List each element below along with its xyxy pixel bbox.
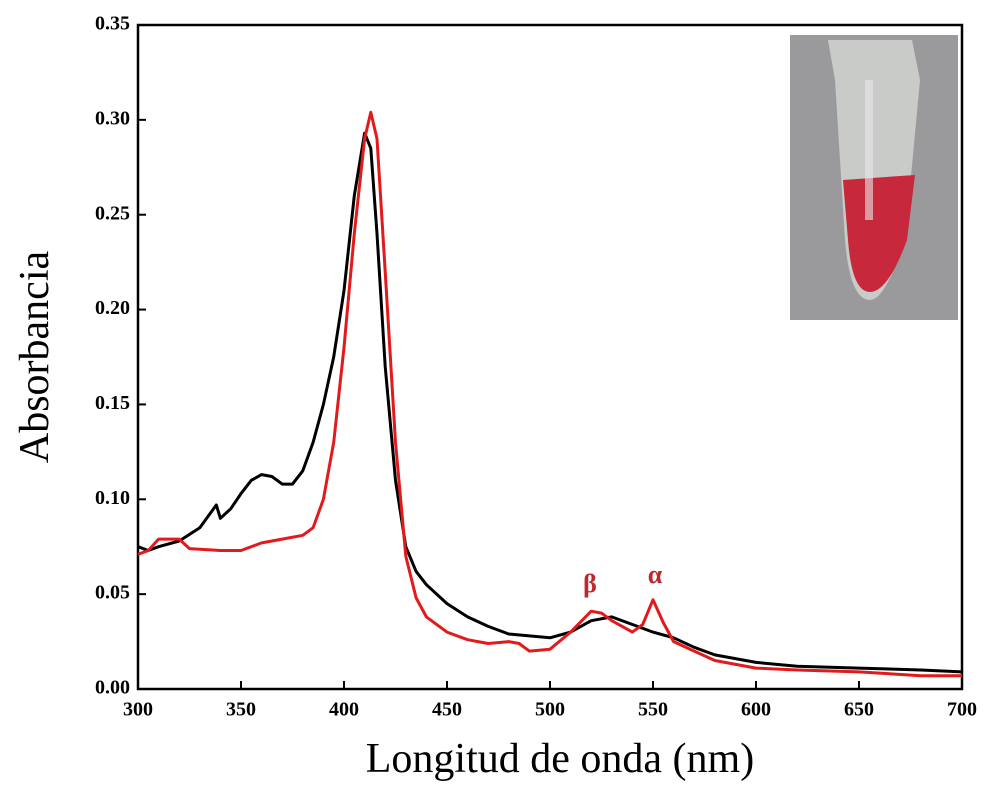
annotation: α — [648, 560, 663, 589]
y-tick-label: 0.30 — [95, 107, 130, 129]
tube-highlight — [865, 80, 873, 220]
tube-liquid — [843, 175, 915, 292]
x-tick-label: 500 — [535, 699, 565, 721]
y-tick-label: 0.35 — [95, 13, 130, 35]
x-tick-label: 550 — [638, 699, 668, 721]
y-tick-label: 0.20 — [95, 297, 130, 319]
inset-photo — [790, 35, 958, 320]
x-axis-title: Longitud de onda (nm) — [366, 736, 754, 782]
y-axis-title: Absorbancia — [12, 251, 58, 464]
x-tick-label: 300 — [123, 699, 153, 721]
x-tick-label: 400 — [329, 699, 359, 721]
y-tick-label: 0.15 — [95, 392, 130, 414]
x-tick-label: 350 — [226, 699, 256, 721]
y-tick-label: 0.00 — [95, 677, 130, 699]
series-line — [137, 131, 963, 674]
x-tick-label: 450 — [432, 699, 462, 721]
y-tick-label: 0.10 — [95, 487, 130, 509]
x-tick-label: 600 — [741, 699, 771, 721]
series-line — [137, 110, 962, 678]
y-tick-label: 0.25 — [95, 202, 130, 224]
x-tick-label: 650 — [844, 699, 874, 721]
x-tick-label: 700 — [947, 699, 977, 721]
annotation: β — [583, 569, 597, 598]
y-tick-label: 0.05 — [95, 582, 130, 604]
